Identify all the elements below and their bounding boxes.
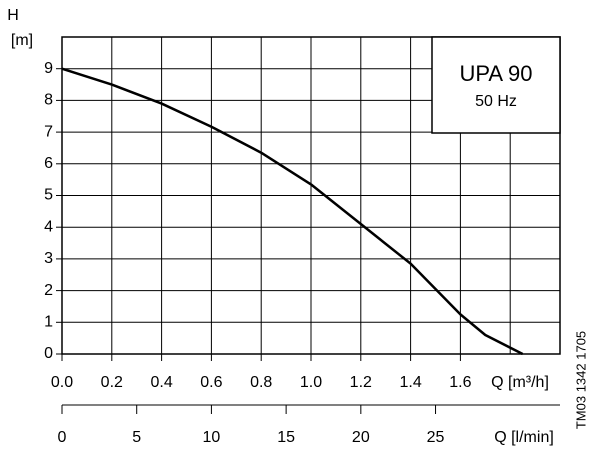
- x2-tick-label: 15: [277, 429, 295, 446]
- y-tick-label: 6: [44, 155, 53, 172]
- y-tick-label: 0: [44, 345, 53, 362]
- y-tick-label: 7: [44, 123, 53, 140]
- x-tick-label: 0.2: [101, 374, 123, 391]
- x2-tick-label: 0: [58, 429, 67, 446]
- x-tick-label: 0.8: [250, 374, 272, 391]
- y-tick-label: 8: [44, 92, 53, 109]
- legend-box: [431, 36, 561, 134]
- y-axis-symbol: H: [7, 7, 19, 24]
- legend-title: UPA 90: [460, 61, 533, 86]
- side-code: TM03 1342 1705: [573, 331, 588, 429]
- y-tick-label: 3: [44, 250, 53, 267]
- x-tick-label: 0.4: [150, 374, 172, 391]
- x-tick-label: 1.2: [350, 374, 372, 391]
- x2-tick-label: 20: [352, 429, 370, 446]
- x-axis-label: Q [m³/h]: [491, 374, 549, 391]
- x2-tick-label: 10: [203, 429, 221, 446]
- y-tick-label: 4: [44, 218, 53, 235]
- x2-axis-label: Q [l/min]: [494, 429, 554, 446]
- y-tick-label: 9: [44, 60, 53, 77]
- x-tick-label: 0.6: [200, 374, 222, 391]
- y-tick-label: 5: [44, 187, 53, 204]
- y-axis-unit: [m]: [11, 32, 33, 49]
- x2-tick-label: 5: [132, 429, 141, 446]
- y-tick-label: 1: [44, 314, 53, 331]
- x-tick-label: 1.4: [399, 374, 421, 391]
- legend-subtitle: 50 Hz: [475, 93, 517, 110]
- x-tick-label: 0.0: [51, 374, 73, 391]
- curve: [61, 67, 524, 356]
- y-tick-label: 2: [44, 282, 53, 299]
- x2-tick-label: 25: [427, 429, 445, 446]
- x-tick-label: 1.0: [300, 374, 322, 391]
- x-tick-label: 1.6: [449, 374, 471, 391]
